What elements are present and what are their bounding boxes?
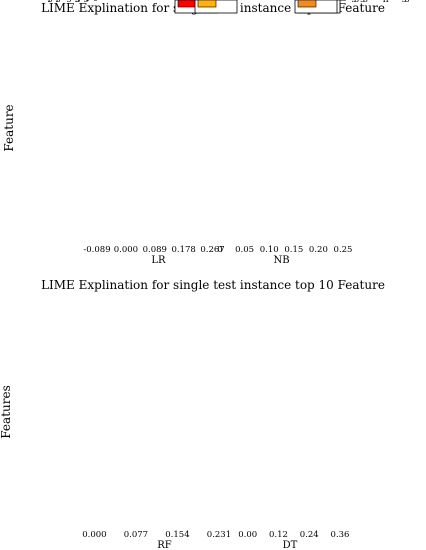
category-label: Diabetespedigree <box>10 0 86 3</box>
x-axis-label: NB <box>273 255 289 266</box>
category-label: Pregnancies <box>345 0 398 3</box>
x-tick-label: 0.267 <box>200 245 224 255</box>
chart-title: LIME Explination for single test instanc… <box>41 278 385 292</box>
category-label: Insulin <box>56 0 86 3</box>
category-label: Glucose <box>60 0 94 3</box>
y-axis-label: Feature <box>2 104 16 151</box>
category-label: Insulin <box>348 0 378 3</box>
x-axis-label: RF <box>157 540 172 550</box>
category-label: Insulin <box>345 0 375 3</box>
category-label: Age <box>344 0 362 3</box>
category-label: BMI <box>68 0 86 3</box>
x-tick-label: 0.077 <box>124 530 148 540</box>
category-label: Age <box>76 0 94 3</box>
legend-swatch <box>197 0 217 8</box>
category-label: Diabetespedigree <box>18 0 94 3</box>
x-tick-label: 0.000 <box>114 245 138 255</box>
y-axis-label: Features <box>0 385 13 438</box>
category-label: Age <box>68 0 86 3</box>
legend-swatch <box>297 0 317 8</box>
category-label: BloodPressure <box>23 0 86 3</box>
category-label: Diabetespedigree <box>348 0 424 3</box>
legend-label: RF <box>220 0 233 3</box>
category-label: Pregnancies <box>33 0 86 3</box>
x-tick-label: 0.10 <box>260 245 279 255</box>
category-label: Age <box>347 0 365 3</box>
category-label: Pregnancies <box>348 0 401 3</box>
category-label: SkinThickness <box>348 0 410 3</box>
x-tick-label: 0.05 <box>235 245 254 255</box>
category-label: Glucose <box>348 0 382 3</box>
category-label: BloodPressure <box>348 0 411 3</box>
category-label: Insulin <box>64 0 94 3</box>
category-label: SkinThickness <box>345 0 407 3</box>
category-label: SkinThickness <box>24 0 86 3</box>
x-tick-label: 0 <box>217 245 222 255</box>
category-label: BloodPressure <box>345 0 408 3</box>
x-tick-label: 0.36 <box>331 530 350 540</box>
category-label: BloodPressure <box>31 0 94 3</box>
x-tick-label: 0.24 <box>300 530 319 540</box>
x-tick-label: 0.154 <box>165 530 189 540</box>
category-label: Glucose <box>345 0 379 3</box>
x-axis-label: LR <box>151 255 166 266</box>
x-tick-label: 0.15 <box>284 245 303 255</box>
legend-swatch <box>177 0 197 8</box>
x-tick-label: 0.25 <box>334 245 353 255</box>
x-tick-label: 0.00 <box>238 530 257 540</box>
x-tick-label: 0.089 <box>143 245 167 255</box>
x-tick-label: 0.231 <box>207 530 231 540</box>
category-label: Diabetespedigree <box>345 0 421 3</box>
x-tick-label: 0.000 <box>82 530 106 540</box>
x-tick-label: 0.12 <box>269 530 288 540</box>
category-label: BMI <box>345 0 363 3</box>
category-label: SkinThickness <box>32 0 94 3</box>
category-label: BMI <box>348 0 366 3</box>
x-tick-label: -0.089 <box>83 245 110 255</box>
legend-label: DT <box>320 0 333 3</box>
category-label: BMI <box>76 0 94 3</box>
x-axis-label: DT <box>283 540 298 550</box>
category-label: Glucose <box>52 0 86 3</box>
category-label: Pregnancies <box>41 0 94 3</box>
x-tick-label: 0.20 <box>309 245 328 255</box>
x-tick-label: 0.178 <box>171 245 195 255</box>
